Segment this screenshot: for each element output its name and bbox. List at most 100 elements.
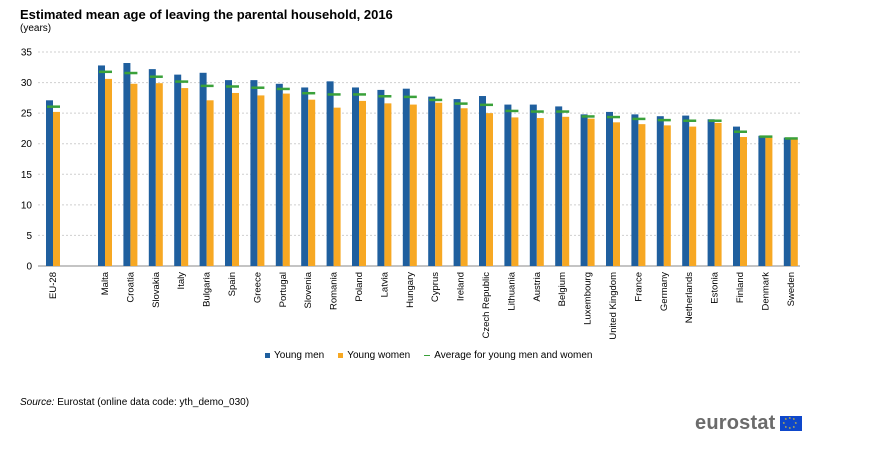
average-marker: [632, 117, 646, 121]
average-marker: [734, 130, 747, 133]
legend-swatch-average: [424, 355, 431, 356]
x-tick-label: EU-28: [48, 272, 59, 299]
x-tick-label: Germany: [659, 272, 670, 311]
legend-item-men: Young men: [265, 350, 324, 361]
x-tick-label: Slovakia: [151, 271, 162, 308]
x-tick-label: Sweden: [786, 272, 797, 306]
bar-young-women: [53, 111, 60, 266]
average-marker: [581, 115, 595, 118]
average-marker: [784, 137, 798, 140]
average-marker: [759, 135, 773, 138]
bar-young-women: [536, 118, 544, 266]
bar-young-men: [275, 83, 283, 267]
chart-title: Estimated mean age of leaving the parent…: [20, 7, 393, 22]
eurostat-logo: eurostat ★ ★ ★ ★ ★ ★ ★ ★: [695, 412, 802, 435]
x-axis-labels: EU-28 Malta Croatia Slovakia Italy Bulgaria Sp…: [48, 271, 797, 339]
bar-young-men: [682, 115, 690, 267]
y-tick-label: 30: [21, 78, 33, 89]
legend-item-average: Average for young men and women: [424, 350, 593, 361]
legend-swatch-men: [265, 353, 270, 358]
bar-young-women: [460, 108, 468, 266]
bar-young-men: [529, 104, 537, 266]
legend: Young men Young women Average for young …: [265, 350, 593, 361]
y-tick-label: 10: [21, 200, 33, 211]
bar-young-women: [562, 116, 570, 266]
average-marker: [708, 119, 722, 122]
legend-label-women: Young women: [347, 350, 411, 361]
bar-young-women: [689, 126, 697, 266]
average-marker: [657, 118, 671, 122]
bar-young-men: [326, 81, 334, 266]
x-tick-label: Portugal: [278, 272, 289, 307]
grid-layer: [38, 51, 800, 267]
average-marker: [124, 71, 138, 75]
bar-chart: 0 5 10 15 20 25 30 35 EU-28 Malta Croatia Slovakia…: [21, 48, 800, 340]
legend-item-women: Young women: [338, 350, 410, 361]
bar-young-men: [428, 96, 436, 267]
bar-young-women: [282, 93, 290, 266]
y-tick-label: 35: [21, 48, 33, 59]
bar-young-women: [308, 99, 316, 266]
bar-young-men: [453, 99, 461, 266]
bar-young-women: [663, 125, 671, 266]
bar-young-men: [733, 126, 740, 266]
average-marker: [683, 119, 697, 122]
bar-young-women: [714, 122, 722, 266]
bar-young-men: [199, 72, 207, 266]
average-marker: [556, 110, 570, 113]
x-tick-label: France: [633, 272, 644, 302]
y-tick-label: 0: [26, 262, 32, 273]
bar-young-men: [631, 114, 639, 266]
average-marker: [251, 86, 265, 89]
bar-young-men: [402, 88, 410, 266]
x-tick-label: Croatia: [125, 271, 136, 302]
x-tick-label: Denmark: [760, 272, 771, 311]
x-tick-label: Poland: [354, 272, 365, 302]
bar-young-men: [707, 119, 715, 266]
x-tick-label: Finland: [735, 272, 746, 303]
average-marker: [226, 85, 239, 88]
average-marker: [47, 105, 60, 108]
bar-young-women: [486, 113, 493, 267]
x-tick-label: Romania: [329, 271, 340, 310]
bar-young-men: [580, 114, 588, 266]
bar-young-women: [435, 102, 443, 267]
bar-young-men: [783, 137, 791, 266]
bar-young-women: [105, 78, 112, 266]
average-marker: [403, 95, 417, 99]
bar-young-men: [46, 100, 53, 266]
bar-young-women: [587, 118, 595, 266]
bar-young-men: [301, 87, 309, 266]
bar-young-men: [98, 65, 105, 266]
average-marker: [480, 103, 493, 107]
bar-young-men: [479, 96, 486, 266]
x-tick-label: Czech Republic: [481, 272, 492, 339]
bar-young-men: [123, 63, 131, 267]
bar-young-women: [613, 122, 620, 266]
average-marker: [353, 93, 366, 96]
x-tick-label: Lithuania: [506, 271, 517, 310]
source-note: Source: Eurostat (online data code: yth_…: [20, 397, 249, 408]
x-tick-label: Netherlands: [684, 272, 695, 323]
average-marker: [276, 87, 290, 91]
average-marker: [505, 109, 519, 113]
x-tick-label: United Kingdom: [608, 272, 619, 340]
x-tick-label: Italy: [176, 272, 187, 290]
bar-young-women: [130, 83, 138, 267]
bar-young-women: [232, 92, 239, 266]
y-tick-label: 5: [26, 231, 32, 242]
x-tick-label: Austria: [532, 271, 543, 301]
bar-young-men: [606, 111, 613, 266]
bar-young-women: [155, 83, 163, 266]
bar-young-women: [257, 95, 265, 266]
legend-swatch-women: [338, 353, 344, 358]
x-tick-label: Bulgaria: [202, 271, 213, 307]
average-marker: [327, 93, 341, 96]
average-markers-layer: [47, 70, 798, 140]
bar-young-women: [765, 137, 773, 266]
bar-young-women: [333, 107, 341, 266]
average-marker: [99, 70, 112, 74]
x-tick-label: Cyprus: [430, 272, 441, 302]
bar-young-men: [225, 80, 232, 266]
y-axis-ticks: 0 5 10 15 20 25 30 35: [21, 48, 33, 273]
